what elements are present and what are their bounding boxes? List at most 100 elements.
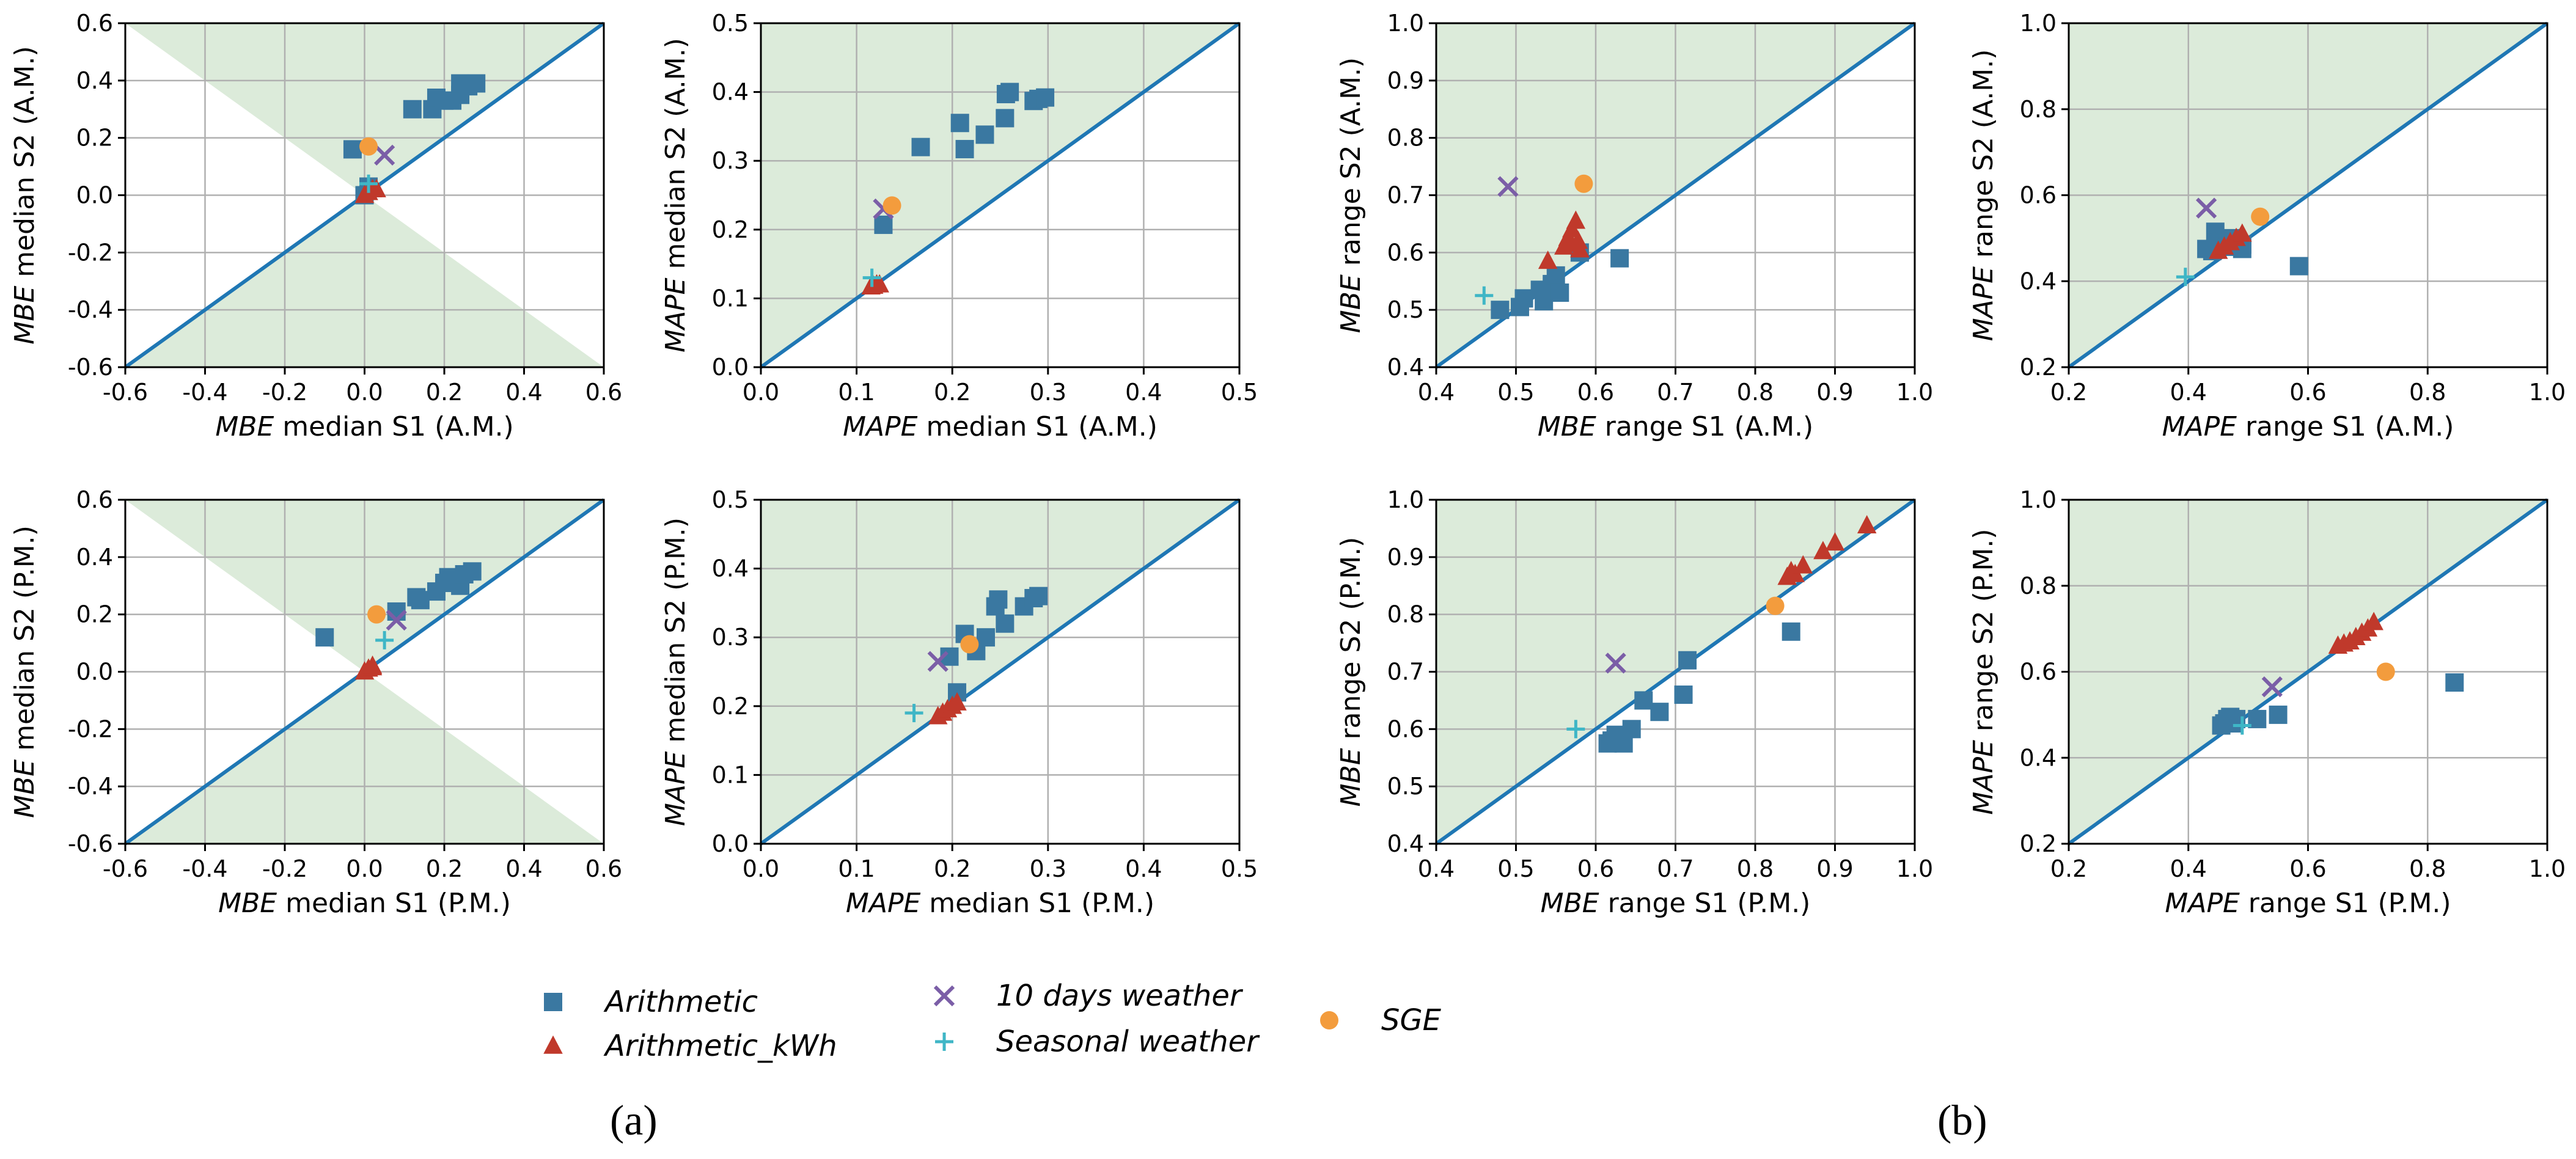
- point-arithmetic_kwh: [1813, 541, 1833, 560]
- x-tick-label: 0.4: [505, 379, 542, 406]
- y-tick-label: -0.4: [68, 296, 113, 323]
- x-tick-label: 0.0: [743, 855, 779, 882]
- x-tick-label: 0.4: [505, 855, 542, 882]
- point-arithmetic_kwh: [1568, 230, 1588, 249]
- y-axis-label: MBE median S2 (A.M.): [9, 46, 40, 344]
- y-tick-label: 0.4: [2020, 744, 2057, 771]
- x-axis-label: MBE median S1 (P.M.): [218, 888, 511, 919]
- x-tick-label: -0.4: [182, 855, 227, 882]
- y-tick-label: -0.6: [68, 354, 113, 381]
- y-tick-label: 0.6: [2020, 182, 2057, 209]
- point-ten_days: [1605, 653, 1626, 674]
- y-tick-label: 0.8: [1387, 601, 1424, 628]
- legend-item-sge: SGE: [1320, 1003, 1442, 1037]
- point-arithmetic: [1491, 301, 1510, 320]
- point-ten_days: [2195, 197, 2217, 219]
- y-tick-label: 0.7: [1387, 182, 1424, 209]
- legend-marker-seasonal: [935, 1033, 953, 1051]
- y-axis-label: MAPE range S2 (P.M.): [1968, 528, 1999, 814]
- x-tick-label: 0.4: [1125, 379, 1162, 406]
- chart-mape-range-am: 0.2 0.4 0.6 0.8 1.0 0.2 0.4 0.6 0.8 1.0 MAPE range…: [1968, 10, 2566, 442]
- y-tick-label: 0.4: [712, 555, 749, 582]
- point-arithmetic: [1634, 691, 1653, 710]
- x-tick-label: 0.1: [838, 855, 875, 882]
- x-tick-label: 0.4: [2170, 855, 2207, 882]
- point-sge: [883, 196, 901, 215]
- y-tick-label: 0.5: [712, 10, 749, 37]
- x-tick-label: 0.6: [2289, 379, 2326, 406]
- y-tick-label: 0.4: [2020, 268, 2057, 294]
- x-tick-label: 0.2: [2050, 379, 2087, 406]
- point-arithmetic_kwh: [2364, 612, 2383, 631]
- x-axis-label: MBE range S1 (P.M.): [1541, 888, 1811, 919]
- point-seasonal: [375, 631, 394, 649]
- x-tick-label: 1.0: [1896, 379, 1933, 406]
- point-sge: [367, 605, 386, 624]
- x-tick-label: 0.0: [346, 855, 383, 882]
- legend-item-ten_days: 10 days weather: [933, 979, 1244, 1013]
- legend-label-seasonal: Seasonal weather: [996, 1025, 1260, 1059]
- point-arithmetic_kwh: [2233, 223, 2252, 242]
- y-tick-label: -0.2: [68, 239, 113, 266]
- legend-item-seasonal: Seasonal weather: [935, 1025, 1260, 1059]
- y-axis-label: MAPE median S2 (A.M.): [660, 38, 691, 353]
- y-tick-label: 0.7: [1387, 659, 1424, 686]
- y-tick-label: -0.6: [68, 830, 113, 857]
- point-ten_days: [386, 609, 407, 631]
- y-tick-label: 1.0: [1387, 486, 1424, 513]
- point-seasonal: [2233, 716, 2251, 735]
- y-tick-label: 0.4: [76, 544, 113, 571]
- panel-label-b: (b): [1937, 1097, 1987, 1144]
- point-arithmetic: [1546, 266, 1565, 285]
- point-arithmetic_kwh: [367, 178, 386, 197]
- x-tick-label: 0.0: [743, 379, 779, 406]
- x-axis-label: MAPE range S1 (A.M.): [2162, 411, 2454, 442]
- x-tick-label: 0.4: [1418, 379, 1455, 406]
- point-ten_days: [927, 651, 949, 672]
- point-arithmetic: [1622, 720, 1641, 739]
- point-arithmetic: [463, 562, 482, 581]
- y-tick-label: 1.0: [1387, 10, 1424, 37]
- point-arithmetic: [1036, 88, 1055, 107]
- point-arithmetic_kwh: [362, 655, 383, 674]
- y-tick-label: 0.2: [2020, 830, 2057, 857]
- y-tick-label: 0.6: [76, 10, 113, 37]
- x-tick-label: -0.2: [262, 855, 307, 882]
- point-arithmetic: [1535, 292, 1554, 311]
- chart-mbe-median-am: -0.6 -0.4 -0.2 0.0 0.2 0.4 0.6 -0.6 -0.4 -0.2 0.0 0…: [9, 10, 622, 442]
- point-arithmetic: [1674, 686, 1693, 704]
- point-arithmetic: [343, 140, 362, 159]
- identity-line: [1435, 498, 1916, 846]
- legend-marker-arithmetic_kwh: [543, 1035, 563, 1054]
- point-sge: [1574, 174, 1593, 193]
- y-tick-label: 0.4: [1387, 830, 1424, 857]
- point-arithmetic_kwh: [1570, 239, 1590, 258]
- y-tick-label: 0.6: [1387, 715, 1424, 742]
- legend-marker-arithmetic: [544, 993, 562, 1011]
- x-tick-label: 0.6: [1577, 379, 1614, 406]
- point-arithmetic_kwh: [870, 274, 889, 293]
- point-arithmetic: [467, 74, 486, 93]
- y-tick-label: 0.5: [1387, 773, 1424, 800]
- point-arithmetic: [1678, 651, 1697, 670]
- point-seasonal: [2176, 268, 2195, 287]
- point-seasonal: [862, 268, 881, 287]
- point-arithmetic: [315, 628, 334, 647]
- x-tick-label: 0.3: [1030, 379, 1066, 406]
- point-sge: [1766, 596, 1785, 615]
- x-tick-label: 0.9: [1816, 855, 1853, 882]
- point-arithmetic_kwh: [1857, 514, 1877, 533]
- point-seasonal: [1566, 720, 1585, 739]
- x-tick-label: -0.6: [103, 379, 148, 406]
- point-arithmetic: [989, 590, 1008, 609]
- x-tick-label: 0.2: [426, 379, 463, 406]
- y-tick-label: -0.4: [68, 773, 113, 800]
- point-arithmetic: [2269, 705, 2288, 724]
- x-tick-label: 0.6: [585, 855, 622, 882]
- y-tick-label: 1.0: [2020, 486, 2057, 513]
- point-arithmetic: [2445, 673, 2464, 692]
- chart-mape-median-pm: 0.0 0.1 0.2 0.3 0.4 0.5 0.0 0.1 0.2 0.3 0.4 0.5 MAPE…: [660, 486, 1258, 919]
- point-arithmetic_kwh: [947, 692, 967, 711]
- x-tick-label: 0.6: [2289, 855, 2326, 882]
